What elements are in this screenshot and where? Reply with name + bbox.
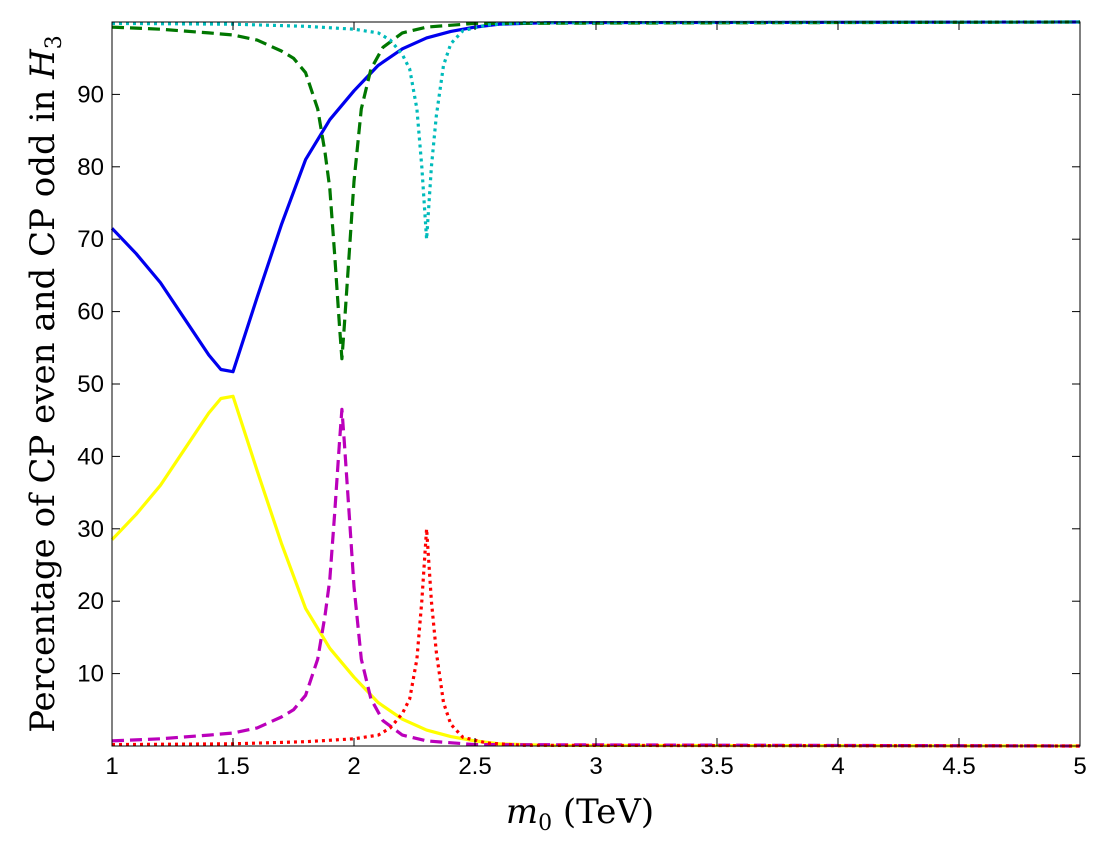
x-tick-label: 3 bbox=[589, 753, 602, 780]
series-line-0 bbox=[110, 20, 1081, 374]
y-tick-label: 80 bbox=[77, 154, 104, 181]
series-line-5 bbox=[111, 527, 1081, 748]
y-axis-title-sub: 3 bbox=[42, 35, 67, 49]
plot-frame bbox=[111, 21, 1081, 747]
x-tick-label: 1 bbox=[105, 753, 118, 780]
x-tick-label: 2 bbox=[347, 753, 360, 780]
y-tick-label: 90 bbox=[77, 81, 104, 108]
x-tick-label: 4 bbox=[831, 753, 844, 780]
x-tick-label: 1.5 bbox=[216, 753, 249, 780]
y-tick-label: 60 bbox=[77, 299, 104, 326]
y-tick-label: 40 bbox=[77, 443, 104, 470]
series-line-3 bbox=[111, 407, 1081, 748]
y-tick-label: 10 bbox=[77, 661, 104, 688]
x-axis-title-var: m bbox=[506, 792, 538, 832]
y-tick-label: 70 bbox=[77, 226, 104, 253]
y-axis-title-text: Percentage of CP even and CP odd in bbox=[23, 79, 63, 733]
x-axis-title-sub: 0 bbox=[538, 811, 552, 836]
x-tick-label: 5 bbox=[1073, 753, 1086, 780]
series-line-1 bbox=[110, 394, 1081, 748]
tick-layer: 1 1.5 2 2.5 3 3.5 4 4.5 5 10 20 30 40 50 60 70 80 90 bbox=[77, 22, 1087, 780]
y-axis-title: Percentage of CP even and CP odd in H3 bbox=[23, 35, 67, 733]
series-line-2 bbox=[111, 20, 1081, 361]
series-layer bbox=[110, 20, 1081, 748]
x-axis-title: m0 (TeV) bbox=[506, 792, 654, 836]
y-tick-label: 30 bbox=[77, 516, 104, 543]
y-axis-title-var: H bbox=[23, 48, 63, 80]
x-tick-label: 3.5 bbox=[700, 753, 733, 780]
x-tick-label: 4.5 bbox=[942, 753, 975, 780]
x-axis-title-rest: (TeV) bbox=[552, 792, 654, 832]
series-line-4 bbox=[111, 20, 1081, 241]
y-tick-label: 20 bbox=[77, 588, 104, 615]
plot-area bbox=[112, 22, 1080, 746]
y-tick-label: 50 bbox=[77, 371, 104, 398]
x-tick-label: 2.5 bbox=[458, 753, 491, 780]
